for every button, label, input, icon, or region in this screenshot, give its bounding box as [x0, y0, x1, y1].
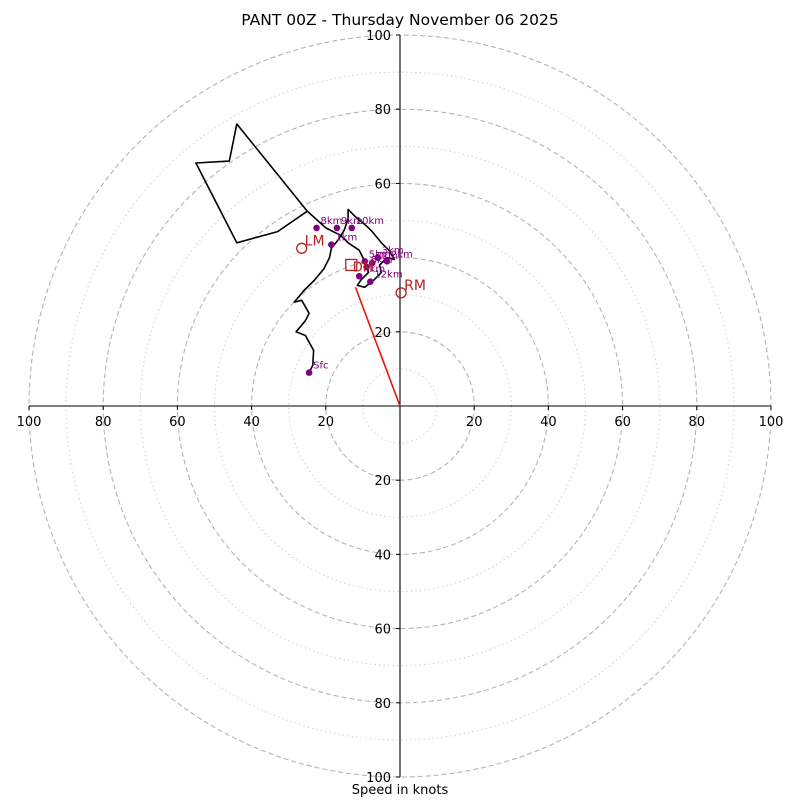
storm-label-LM: LM [305, 233, 325, 249]
x-tick-label: 100 [17, 415, 42, 430]
height-marker-7km [368, 259, 376, 267]
height-label-2km: 2km [391, 249, 413, 260]
y-tick-label: 40 [374, 548, 391, 563]
storm-marker-LM [296, 242, 308, 254]
y-tick-label: 80 [374, 697, 391, 712]
height-label-8km: 8km [321, 216, 343, 227]
chart-title: PANT 00Z - Thursday November 06 2025 [241, 11, 559, 29]
height-label-5km: 5km [369, 249, 391, 260]
height-marker-12km [367, 278, 374, 286]
y-tick-label: 20 [374, 474, 391, 489]
x-tick-label: 80 [95, 415, 112, 430]
y-tick-label: 100 [366, 29, 391, 44]
height-label-4km: 4km [363, 264, 385, 275]
height-label-Sfc: Sfc [313, 361, 328, 372]
y-tick-label: 60 [374, 623, 391, 638]
height-marker-8km [313, 224, 320, 232]
storm-marker-DM [345, 258, 358, 272]
height-marker-9km [333, 224, 341, 232]
storm-label-RM: RM [404, 278, 426, 294]
x-tick-label: 60 [169, 415, 186, 430]
x-tick-label: 80 [689, 415, 706, 430]
height-label-6km: 6km [371, 255, 393, 266]
height-marker-5km [361, 258, 369, 265]
x-tick-label: 40 [243, 415, 260, 430]
height-marker-1km [328, 241, 335, 248]
storm-marker-RM [395, 287, 407, 299]
x-axis-label: Speed in knots [351, 783, 449, 798]
height-marker-4km [355, 272, 363, 280]
axis-ticks: 100 80 60 40 20 20 40 60 80 100 100 80 60 20 20 40 60 80 1… [17, 29, 784, 786]
height-label-1km: 1km [335, 233, 357, 244]
height-marker-3km [374, 254, 382, 261]
wind-trace-group [195, 123, 396, 373]
x-tick-label: 40 [540, 415, 557, 430]
height-label-7km: 7km [376, 251, 398, 262]
height-label-3km: 3km [382, 246, 404, 257]
storm-motion-markers: RM LM DM [296, 233, 426, 299]
storm-label-DM: DM [353, 260, 374, 275]
height-marker-Sfc [305, 369, 313, 376]
height-marker-2km [383, 258, 391, 265]
y-tick-label: 100 [366, 771, 391, 786]
height-label-12km: 12km [374, 270, 402, 281]
x-tick-label: 20 [466, 415, 483, 430]
height-label-9km: 9km [341, 216, 363, 227]
x-tick-label: 20 [318, 415, 335, 430]
y-tick-label: 20 [374, 326, 391, 341]
shear-vector-group [354, 286, 401, 407]
height-marker-6km [363, 263, 370, 271]
x-tick-label: 100 [759, 415, 784, 430]
height-marker-10km [348, 224, 356, 232]
y-tick-label: 60 [374, 177, 391, 192]
shear-vector [354, 286, 401, 407]
wind-trace [195, 123, 396, 373]
y-tick-label: 80 [374, 103, 391, 118]
x-tick-label: 60 [614, 415, 631, 430]
height-label-10km: 10km [356, 216, 384, 227]
